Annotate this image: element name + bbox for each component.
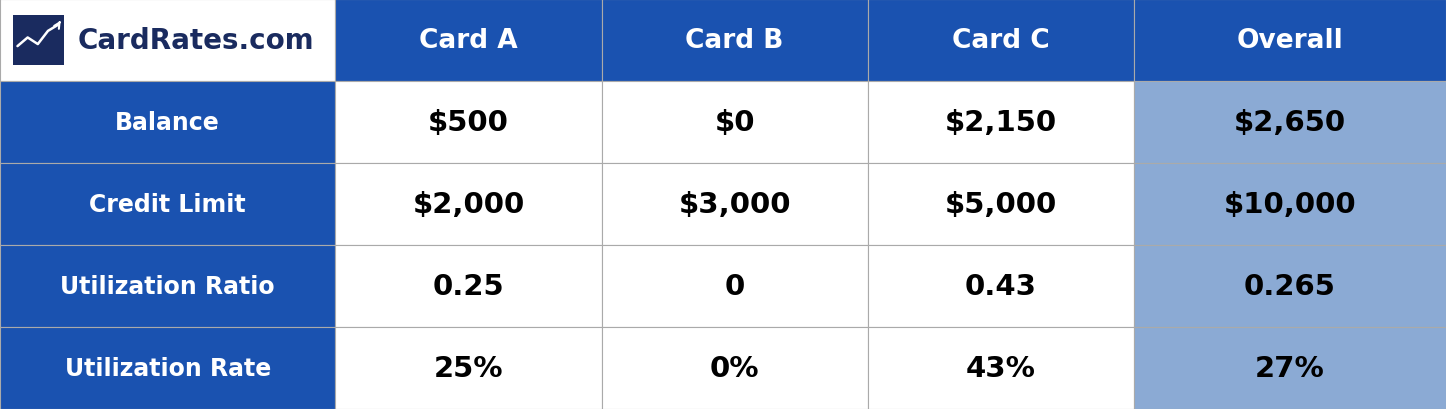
Text: Credit Limit: Credit Limit bbox=[90, 193, 246, 216]
Text: 0.43: 0.43 bbox=[964, 272, 1037, 300]
Bar bbox=[0, 327, 335, 409]
Text: 25%: 25% bbox=[434, 354, 503, 382]
Text: $5,000: $5,000 bbox=[944, 191, 1057, 218]
Bar bbox=[335, 327, 602, 409]
Bar bbox=[335, 82, 602, 164]
Text: 0%: 0% bbox=[710, 354, 759, 382]
Bar bbox=[1134, 327, 1446, 409]
Text: $10,000: $10,000 bbox=[1223, 191, 1356, 218]
Bar bbox=[0, 82, 335, 164]
Text: Card A: Card A bbox=[419, 28, 518, 54]
Bar bbox=[1134, 164, 1446, 245]
Text: 43%: 43% bbox=[966, 354, 1035, 382]
Text: $2,650: $2,650 bbox=[1233, 109, 1346, 137]
Bar bbox=[0, 245, 335, 327]
Bar bbox=[868, 0, 1134, 82]
Text: Utilization Ratio: Utilization Ratio bbox=[61, 274, 275, 298]
Bar bbox=[868, 327, 1134, 409]
Text: Card C: Card C bbox=[951, 28, 1050, 54]
Text: Card B: Card B bbox=[685, 28, 784, 54]
Bar bbox=[602, 0, 868, 82]
Text: $3,000: $3,000 bbox=[678, 191, 791, 218]
Bar bbox=[1134, 0, 1446, 82]
Bar bbox=[335, 245, 602, 327]
Bar bbox=[335, 164, 602, 245]
Bar bbox=[868, 82, 1134, 164]
Bar bbox=[13, 16, 64, 66]
Text: Balance: Balance bbox=[116, 111, 220, 135]
Bar bbox=[0, 0, 335, 82]
Text: 0.265: 0.265 bbox=[1244, 272, 1336, 300]
Text: CardRates.com: CardRates.com bbox=[78, 27, 314, 55]
Bar bbox=[868, 245, 1134, 327]
Text: 0.25: 0.25 bbox=[432, 272, 505, 300]
Bar bbox=[868, 164, 1134, 245]
Bar bbox=[0, 164, 335, 245]
Bar bbox=[1134, 245, 1446, 327]
Text: 27%: 27% bbox=[1255, 354, 1325, 382]
Text: Overall: Overall bbox=[1236, 28, 1343, 54]
Text: $500: $500 bbox=[428, 109, 509, 137]
Text: $2,000: $2,000 bbox=[412, 191, 525, 218]
Bar bbox=[602, 82, 868, 164]
Bar bbox=[602, 164, 868, 245]
Text: 0: 0 bbox=[724, 272, 745, 300]
Text: $2,150: $2,150 bbox=[944, 109, 1057, 137]
Bar bbox=[335, 0, 602, 82]
Text: $0: $0 bbox=[714, 109, 755, 137]
Bar bbox=[1134, 82, 1446, 164]
Bar bbox=[602, 245, 868, 327]
Text: Utilization Rate: Utilization Rate bbox=[65, 356, 270, 380]
Bar bbox=[602, 327, 868, 409]
